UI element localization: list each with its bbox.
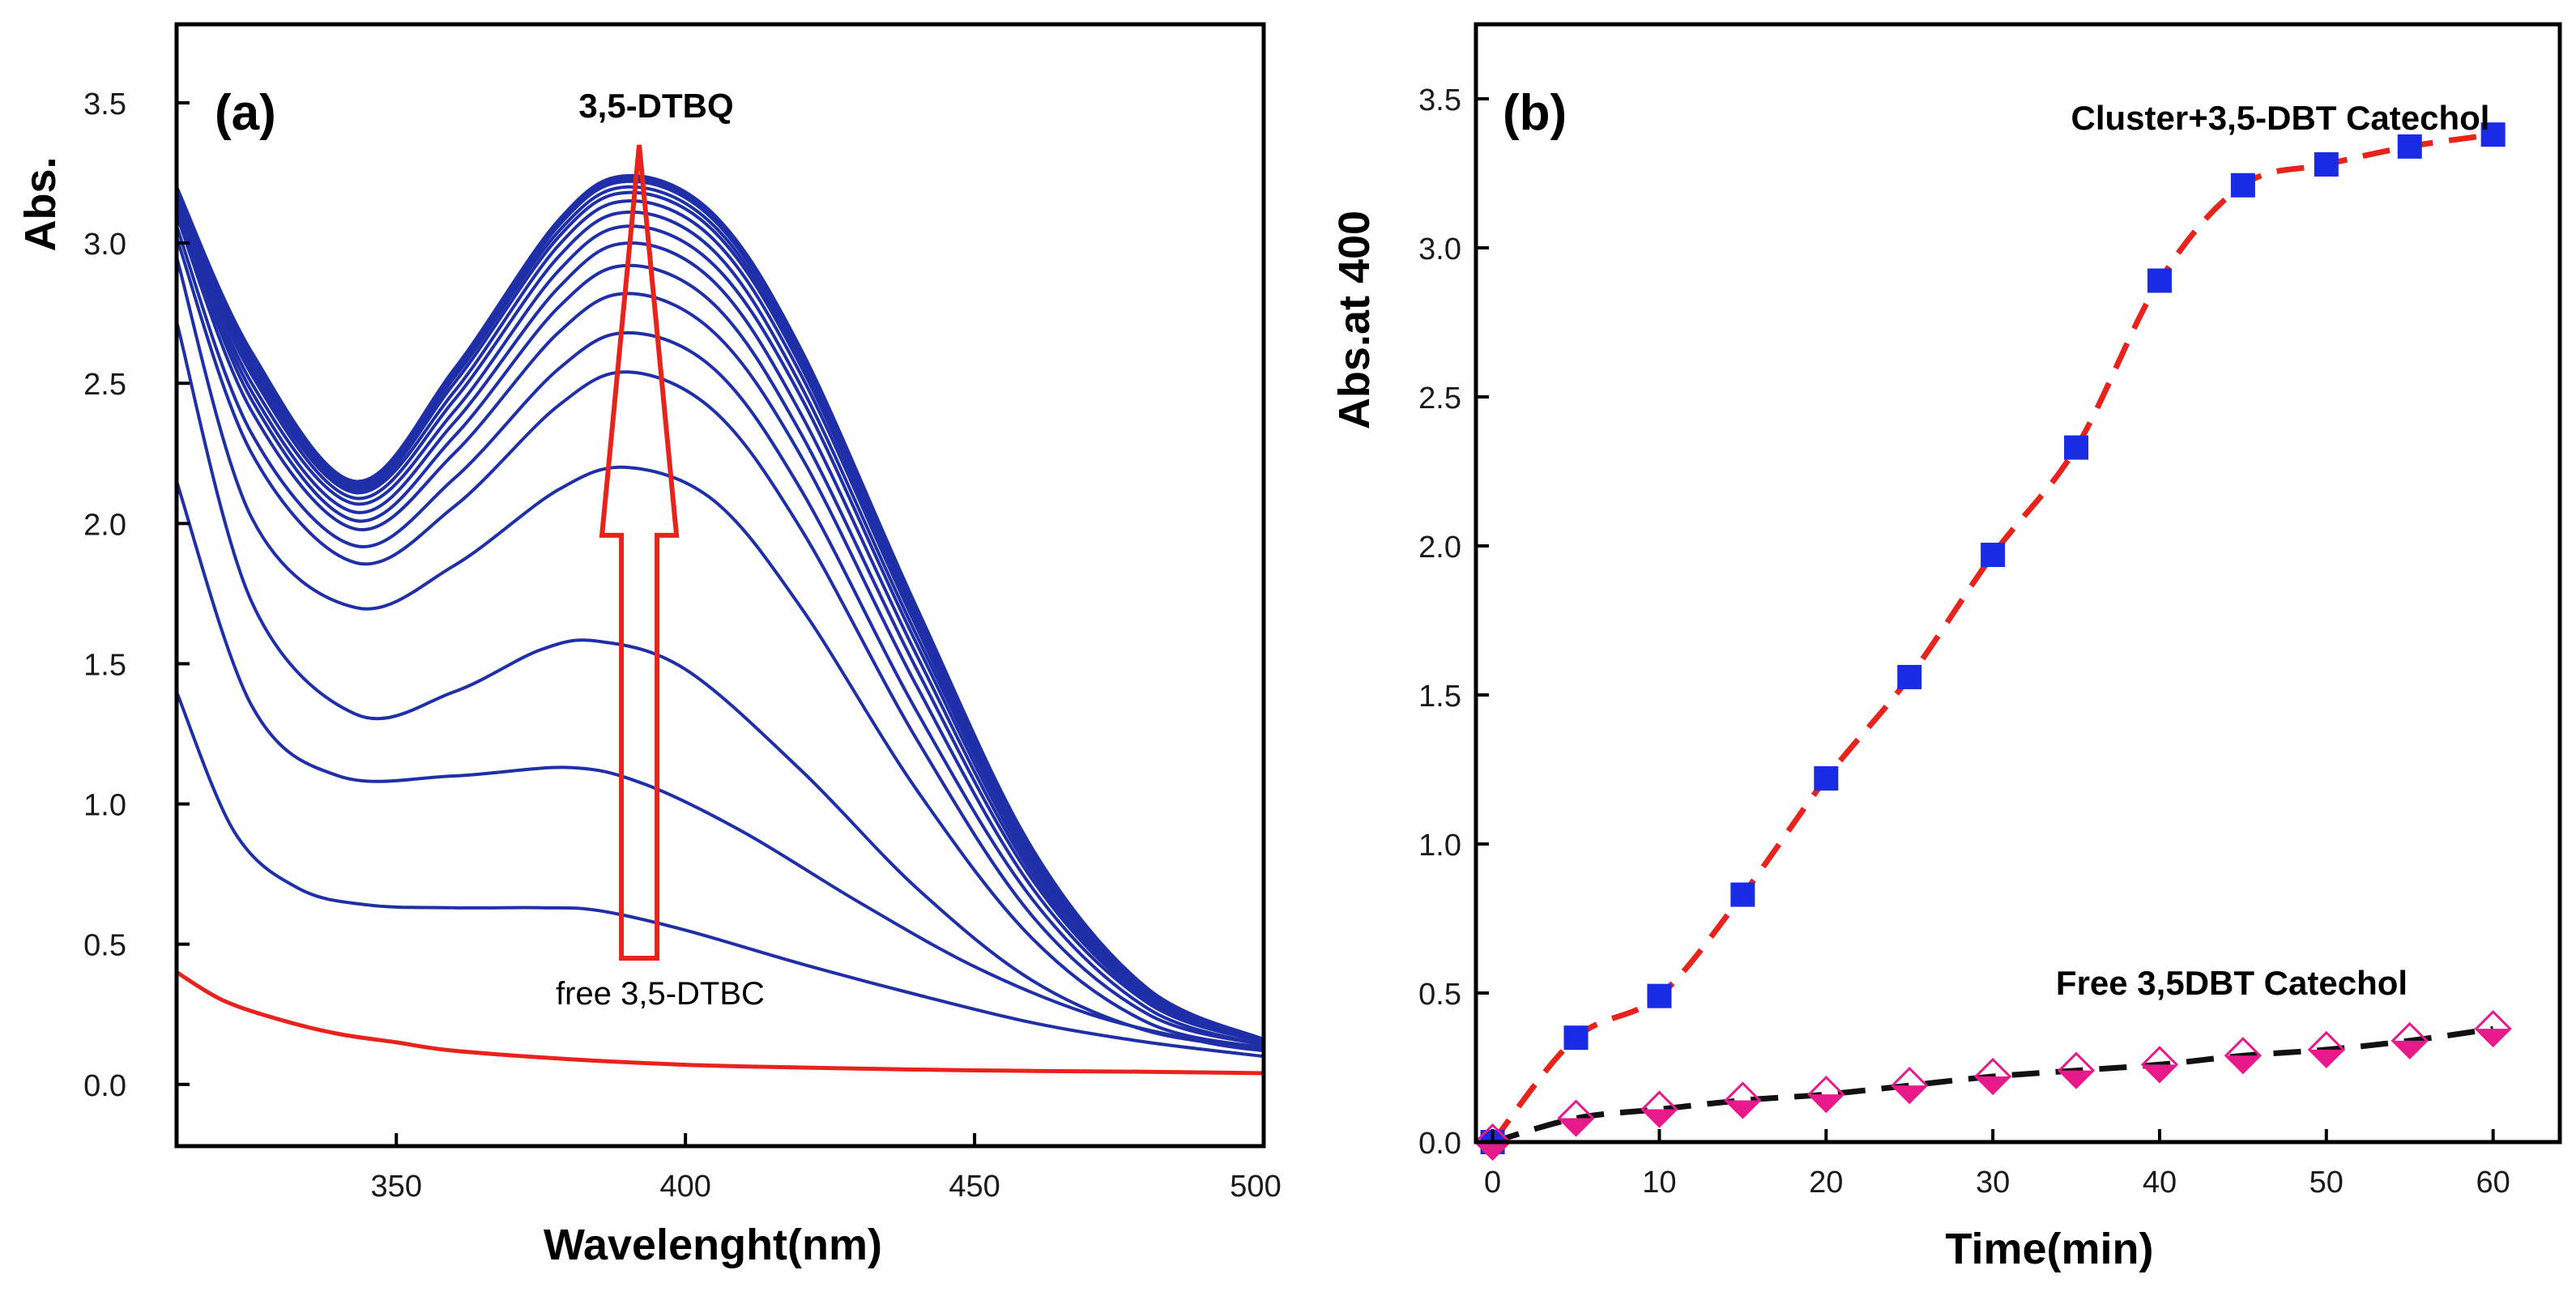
b-x-axis-title: Time(min) [1945,1225,2153,1273]
b-legend-series-2: Free 3,5DBT Catechol [2056,964,2408,1002]
b-diamond-marker [1724,1081,1762,1119]
a-x-tick-label: 350 [371,1170,422,1204]
panel-b: 0 10 20 30 40 50 60 0.0 0.5 1.0 1.5 2.0 2.5 3.0 3.5 (b… [1330,22,2562,1273]
a-y-tick-label: 1.5 [83,648,126,682]
a-reference-curve [175,970,1265,1076]
a-direction-arrow [599,144,680,961]
b-square-marker [1730,882,1755,907]
b-diamond-marker [2057,1051,2096,1089]
b-square-marker [2480,122,2506,147]
a-y-tick-label: 3.5 [83,87,126,121]
a-y-tick-label: 3.0 [83,228,126,262]
panel-a: 350 400 450 500 0.0 0.5 1.0 1.5 2.0 2.5 3.0 3.5 (a)… [16,22,1282,1269]
b-y-tick-label: 3.5 [1418,83,1461,117]
a-y-axis-title: Abs. [16,156,65,251]
a-arrow-group [599,144,680,961]
b-square-marker [1981,543,2006,568]
b-x-tick-label: 60 [2476,1166,2510,1200]
a-x-axis-title: Wavelenght(nm) [544,1221,882,1269]
b-square-marker [2397,134,2422,159]
b-square-marker [1647,983,1672,1008]
b-y-tick-label: 1.5 [1418,680,1461,714]
b-x-tick-label: 20 [1809,1166,1843,1200]
a-spectrum-curve-12 [175,194,1265,1042]
b-x-tick-label: 40 [2143,1166,2177,1200]
a-spectrum-curve-13 [175,190,1265,1042]
a-annotation-bottom: free 3,5-DTBC [556,976,765,1012]
b-x-tick-label: 30 [1976,1166,2010,1200]
b-ticks-group: 0 10 20 30 40 50 60 0.0 0.5 1.0 1.5 2.0 2.5 3.0 3.5 [1418,83,2510,1200]
a-plot-frame [174,22,1266,1149]
b-y-tick-label: 0.5 [1418,978,1461,1012]
a-x-tick-label: 500 [1230,1170,1281,1204]
b-y-axis-title: Abs.at 400 [1330,211,1379,429]
a-spectrum-curve-7 [175,214,1265,1044]
a-spectrum-curve-2 [175,480,1265,1053]
b-square-marker [1563,1025,1589,1051]
b-square-marker [2064,435,2089,460]
b-x-tick-label: 50 [2309,1166,2344,1200]
a-spectrum-curve-3 [175,321,1265,1050]
a-spectrum-curve-6 [175,225,1265,1047]
b-diamond-marker [2224,1037,2263,1075]
b-diamond-marker [2307,1030,2345,1069]
a-spectrum-curve-11 [175,197,1265,1042]
b-diamond-marker [2474,1010,2512,1048]
a-spectrum-curve-5 [175,237,1265,1047]
a-spectrum-curve-14 [175,185,1265,1042]
b-square-marker [2314,151,2339,177]
b-fit-line-2 [1491,1025,2494,1145]
b-diamond-marker [1891,1066,1929,1105]
a-y-tick-label: 2.0 [83,508,126,542]
a-y-tick-label: 1.0 [83,789,126,823]
b-x-tick-label: 0 [1484,1166,1501,1200]
a-spectrum-curve-4 [175,256,1265,1050]
b-diamond-marker [1640,1090,1678,1128]
b-x-tick-label: 10 [1642,1166,1676,1200]
b-y-tick-label: 0.0 [1418,1127,1461,1161]
a-x-tick-label: 400 [659,1170,710,1204]
a-annotation-top: 3,5-DTBQ [578,87,733,125]
b-legend-series-1: Cluster+3,5-DBT Catechol [2071,99,2490,137]
a-spectrum-curve-8 [175,208,1265,1044]
a-y-tick-label: 0.0 [83,1069,126,1103]
a-spectrum-curve-17 [175,173,1265,1042]
a-spectrum-curve-10 [175,200,1265,1044]
a-ticks-group: 350 400 450 500 0.0 0.5 1.0 1.5 2.0 2.5 3.0 3.5 [83,87,1282,1204]
a-panel-label: (a) [215,85,276,141]
a-y-tick-label: 0.5 [83,929,126,963]
b-diamond-marker [2140,1046,2179,1084]
b-diamond-marker [2390,1021,2429,1060]
b-square-marker [2147,268,2172,293]
b-diamond-marker [1807,1075,1845,1114]
b-diamond-marker [1474,1123,1512,1161]
b-y-tick-label: 1.0 [1418,829,1461,863]
a-y-tick-label: 2.5 [83,368,126,402]
b-square-marker [2230,173,2255,198]
b-y-tick-label: 2.0 [1418,531,1461,565]
b-diamond-marker [1557,1099,1595,1137]
b-markers-group [1474,122,2512,1161]
b-square-marker [1897,664,1922,689]
b-y-tick-label: 2.5 [1418,381,1461,416]
a-spectra-group [175,173,1265,1076]
a-spectrum-curve-9 [175,202,1265,1044]
b-y-tick-label: 3.0 [1418,232,1461,266]
b-square-marker [1814,766,1839,791]
a-spectrum-curve-16 [175,177,1265,1042]
a-x-tick-label: 450 [949,1170,1000,1204]
b-plot-frame [1474,22,2562,1144]
b-diamond-marker [1974,1057,2012,1096]
b-panel-label: (b) [1503,85,1567,141]
